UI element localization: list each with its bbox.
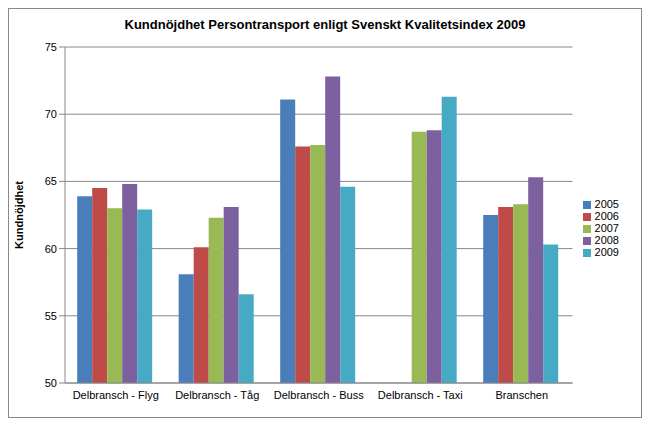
svg-text:70: 70 [45, 108, 57, 120]
svg-text:75: 75 [45, 41, 57, 53]
svg-text:Delbransch - Flyg: Delbransch - Flyg [73, 389, 159, 401]
html-text:2008: 2008 [594, 234, 619, 246]
svg-text:Kundnöjdhet: Kundnöjdhet [13, 181, 25, 249]
svg-text:55: 55 [45, 310, 57, 322]
html-text:Kundnöjdhet Persontransport en: Kundnöjdhet Persontransport enligt Svens… [124, 17, 526, 32]
svg-text:Branschen: Branschen [495, 389, 548, 401]
svg-text:60: 60 [45, 243, 57, 255]
html-text:2006: 2006 [594, 210, 619, 222]
html-text:2009: 2009 [594, 246, 619, 258]
svg-text:50: 50 [45, 377, 57, 389]
svg-text:Delbransch - Buss: Delbransch - Buss [274, 389, 364, 401]
html-text:2005: 2005 [594, 198, 619, 210]
html-text:2007: 2007 [594, 222, 619, 234]
svg-text:Delbransch - Taxi: Delbransch - Taxi [378, 389, 463, 401]
svg-text:65: 65 [45, 175, 57, 187]
svg-text:Delbransch - Tåg: Delbransch - Tåg [175, 389, 259, 401]
